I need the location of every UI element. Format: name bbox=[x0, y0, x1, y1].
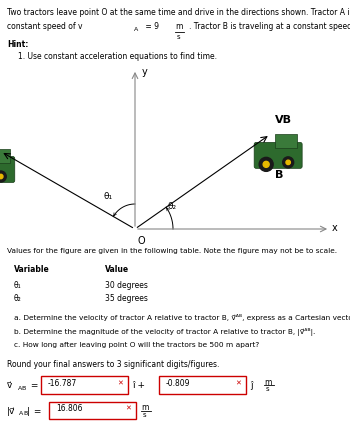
Text: = 9: = 9 bbox=[143, 22, 161, 31]
Circle shape bbox=[286, 161, 290, 165]
Text: B: B bbox=[275, 170, 284, 180]
Circle shape bbox=[0, 172, 6, 183]
Text: x: x bbox=[332, 222, 338, 233]
Text: A: A bbox=[19, 410, 23, 415]
Text: a. Determine the velocity of tractor A relative to tractor B, v⃗ᴬᴮ, express as a: a. Determine the velocity of tractor A r… bbox=[14, 313, 350, 320]
Text: θ₂: θ₂ bbox=[14, 294, 22, 302]
Text: s: s bbox=[266, 386, 270, 391]
Circle shape bbox=[283, 158, 294, 168]
Text: m: m bbox=[175, 22, 182, 31]
Text: î +: î + bbox=[132, 380, 145, 389]
Text: θ₂: θ₂ bbox=[167, 201, 176, 210]
Text: Round your final answers to 3 significant digits/figures.: Round your final answers to 3 significan… bbox=[7, 359, 219, 368]
Text: -0.809: -0.809 bbox=[166, 378, 190, 387]
Text: =: = bbox=[28, 380, 38, 389]
Text: A: A bbox=[18, 385, 22, 390]
Text: B: B bbox=[21, 385, 26, 390]
FancyBboxPatch shape bbox=[254, 143, 302, 169]
Text: m: m bbox=[264, 377, 271, 386]
Text: |: | bbox=[27, 406, 30, 415]
Text: s: s bbox=[177, 34, 181, 40]
Text: v⃗: v⃗ bbox=[7, 380, 12, 389]
FancyBboxPatch shape bbox=[159, 376, 246, 394]
FancyBboxPatch shape bbox=[41, 376, 128, 394]
Text: A: A bbox=[134, 27, 138, 32]
Circle shape bbox=[259, 158, 273, 172]
Text: O: O bbox=[137, 236, 145, 245]
Text: Variable: Variable bbox=[14, 265, 50, 273]
Text: Values for the figure are given in the following table. Note the figure may not : Values for the figure are given in the f… bbox=[7, 248, 337, 253]
Text: Two tractors leave point O at the same time and drive in the directions shown. T: Two tractors leave point O at the same t… bbox=[7, 8, 350, 17]
Text: B: B bbox=[23, 410, 27, 415]
Text: . Tractor B is traveling at a constant speed of v: . Tractor B is traveling at a constant s… bbox=[189, 22, 350, 31]
Text: θ₁: θ₁ bbox=[14, 280, 22, 289]
Text: y: y bbox=[142, 67, 148, 77]
Text: constant speed of v: constant speed of v bbox=[7, 22, 83, 31]
Text: ĵ: ĵ bbox=[250, 380, 253, 389]
Text: ✕: ✕ bbox=[117, 380, 123, 386]
Text: m: m bbox=[141, 402, 148, 411]
Text: b. Determine the magnitude of the velocity of tractor A relative to tractor B, |: b. Determine the magnitude of the veloci… bbox=[14, 327, 315, 335]
Text: 1. Use constant acceleration equations to find time.: 1. Use constant acceleration equations t… bbox=[18, 52, 217, 61]
Circle shape bbox=[0, 175, 3, 179]
Text: -16.787: -16.787 bbox=[48, 378, 77, 387]
Text: 16.806: 16.806 bbox=[56, 403, 83, 412]
Text: Value: Value bbox=[105, 265, 129, 273]
Text: =: = bbox=[31, 406, 41, 415]
FancyBboxPatch shape bbox=[275, 135, 297, 149]
FancyBboxPatch shape bbox=[0, 149, 10, 163]
Circle shape bbox=[263, 162, 269, 168]
Text: s: s bbox=[143, 411, 147, 417]
Text: ✕: ✕ bbox=[235, 380, 241, 386]
Text: |v⃗: |v⃗ bbox=[7, 406, 15, 415]
Text: VB: VB bbox=[275, 115, 292, 125]
FancyBboxPatch shape bbox=[49, 402, 136, 419]
Text: 30 degrees: 30 degrees bbox=[105, 280, 148, 289]
Text: θ₁: θ₁ bbox=[103, 192, 112, 201]
Text: 35 degrees: 35 degrees bbox=[105, 294, 148, 302]
Text: Hint:: Hint: bbox=[7, 40, 28, 49]
FancyBboxPatch shape bbox=[0, 157, 15, 183]
Text: c. How long after leaving point O will the tractors be 500 m apart?: c. How long after leaving point O will t… bbox=[14, 341, 259, 347]
Text: ✕: ✕ bbox=[125, 405, 131, 411]
